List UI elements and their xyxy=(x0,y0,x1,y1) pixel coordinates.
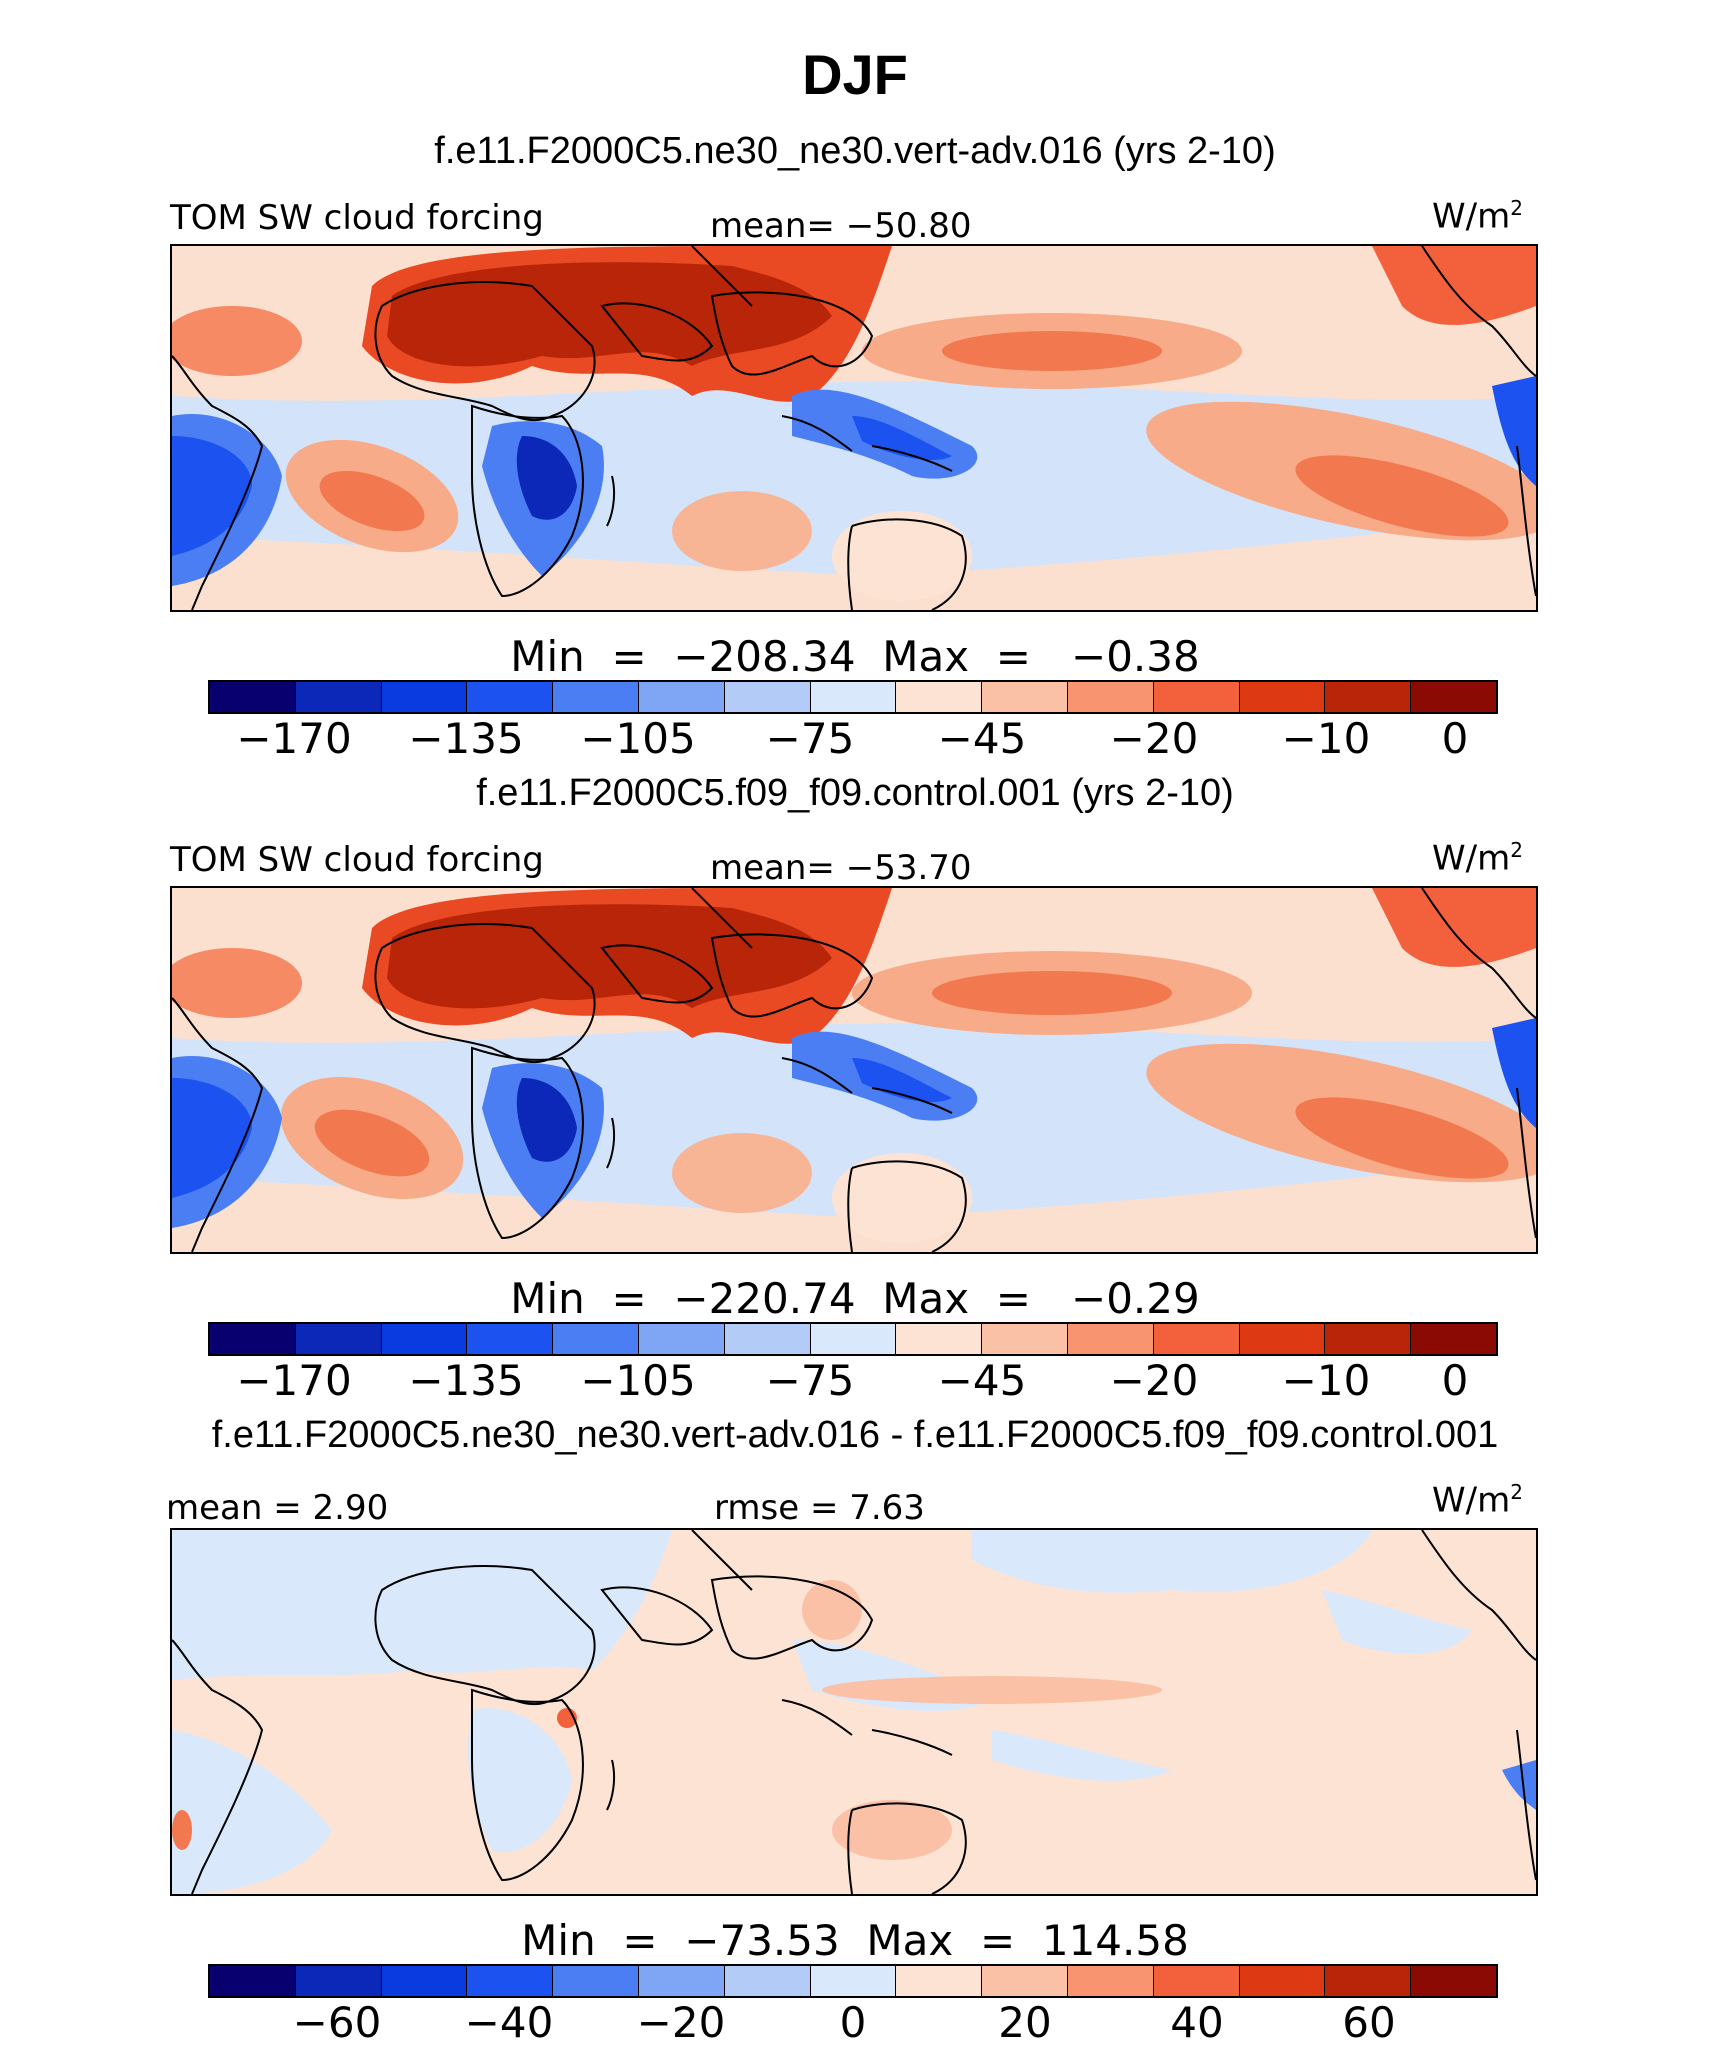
panel-2-colorbar-ticks: −170 −135 −105 −75 −45 −20 −10 0 xyxy=(0,1356,1710,1412)
colorbar-swatch xyxy=(1325,682,1412,712)
panel-1-units: W/m2 xyxy=(1432,196,1523,237)
colorbar-tick-label: −10 xyxy=(1281,1356,1371,1405)
colorbar-tick-label: −135 xyxy=(408,714,524,763)
colorbar-swatch xyxy=(1239,1324,1326,1354)
colorbar-swatch xyxy=(553,1966,639,1996)
colorbar-tick-label: 40 xyxy=(1170,1998,1224,2047)
colorbar-swatch xyxy=(553,1324,639,1354)
panel-2-minmax: Min = −220.74 Max = −0.29 xyxy=(510,1274,1200,1323)
colorbar-swatch xyxy=(1153,682,1240,712)
colorbar-swatch xyxy=(1325,1324,1412,1354)
colorbar-tick-label: −40 xyxy=(464,1998,554,2047)
colorbar-swatch xyxy=(1411,682,1496,712)
colorbar-tick-label: −20 xyxy=(1109,714,1199,763)
colorbar-swatch xyxy=(982,1966,1068,1996)
colorbar-tick-label: −170 xyxy=(236,1356,352,1405)
colorbar-swatch xyxy=(295,1966,382,1996)
panel-1-case-title: f.e11.F2000C5.ne30_ne30.vert-adv.016 (yr… xyxy=(434,130,1276,172)
colorbar-swatch xyxy=(467,682,554,712)
colorbar-swatch xyxy=(724,1324,811,1354)
colorbar-tick-label: −45 xyxy=(937,1356,1027,1405)
panel-2-units: W/m2 xyxy=(1432,838,1523,879)
colorbar-tick-label: −60 xyxy=(292,1998,382,2047)
colorbar-swatch xyxy=(810,682,897,712)
panel-2-mean-label: mean= −53.70 xyxy=(710,848,972,888)
colorbar-swatch xyxy=(295,682,382,712)
panel-3-colorbar-ticks: −60 −40 −20 0 20 40 60 xyxy=(0,1998,1710,2054)
panel-2-variable-label: TOM SW cloud forcing xyxy=(170,840,544,880)
panel-3-mean-label: mean = 2.90 xyxy=(166,1488,389,1528)
panel-3-map xyxy=(170,1528,1538,1896)
colorbar-tick-label: 20 xyxy=(998,1998,1052,2047)
colorbar-tick-label: 0 xyxy=(1441,714,1469,763)
colorbar-swatch xyxy=(210,682,296,712)
colorbar-swatch xyxy=(724,1966,811,1996)
colorbar-swatch xyxy=(381,1966,468,1996)
panel-2-case-title: f.e11.F2000C5.f09_f09.control.001 (yrs 2… xyxy=(476,772,1234,814)
colorbar-swatch xyxy=(467,1966,554,1996)
colorbar-swatch xyxy=(381,682,468,712)
colorbar-swatch xyxy=(381,1324,468,1354)
colorbar-swatch xyxy=(638,682,725,712)
panel-3-colorbar xyxy=(208,1964,1498,1998)
colorbar-swatch xyxy=(210,1966,296,1996)
panel-1-mean-label: mean= −50.80 xyxy=(710,206,972,246)
colorbar-swatch xyxy=(810,1324,897,1354)
colorbar-tick-label: −105 xyxy=(580,1356,696,1405)
panel-2-colorbar xyxy=(208,1322,1498,1356)
colorbar-swatch xyxy=(553,682,639,712)
colorbar-swatch xyxy=(210,1324,296,1354)
colorbar-tick-label: 60 xyxy=(1342,1998,1396,2047)
colorbar-swatch xyxy=(1067,682,1154,712)
colorbar-tick-label: −75 xyxy=(765,714,855,763)
colorbar-swatch xyxy=(982,1324,1068,1354)
colorbar-swatch xyxy=(1411,1966,1496,1996)
panel-3-units: W/m2 xyxy=(1432,1480,1523,1521)
colorbar-tick-label: −20 xyxy=(636,1998,726,2047)
colorbar-tick-label: −45 xyxy=(937,714,1027,763)
colorbar-swatch xyxy=(896,682,983,712)
colorbar-swatch xyxy=(1067,1966,1154,1996)
colorbar-swatch xyxy=(638,1324,725,1354)
colorbar-swatch xyxy=(1325,1966,1412,1996)
colorbar-swatch xyxy=(1153,1966,1240,1996)
colorbar-tick-label: −170 xyxy=(236,714,352,763)
panel-1-colorbar-ticks: −170 −135 −105 −75 −45 −20 −10 0 xyxy=(0,714,1710,770)
colorbar-swatch xyxy=(1239,1966,1326,1996)
colorbar-tick-label: −105 xyxy=(580,714,696,763)
colorbar-swatch xyxy=(724,682,811,712)
colorbar-swatch xyxy=(1239,682,1326,712)
colorbar-swatch xyxy=(467,1324,554,1354)
panel-3-minmax: Min = −73.53 Max = 114.58 xyxy=(521,1916,1189,1965)
colorbar-swatch xyxy=(1411,1324,1496,1354)
colorbar-swatch xyxy=(982,682,1068,712)
colorbar-tick-label: −135 xyxy=(408,1356,524,1405)
colorbar-swatch xyxy=(1153,1324,1240,1354)
figure-title: DJF xyxy=(802,43,908,106)
panel-3-case-title: f.e11.F2000C5.ne30_ne30.vert-adv.016 - f… xyxy=(211,1414,1499,1456)
colorbar-tick-label: 0 xyxy=(1441,1356,1469,1405)
panel-1-map xyxy=(170,244,1538,612)
colorbar-tick-label: −20 xyxy=(1109,1356,1199,1405)
colorbar-swatch xyxy=(1067,1324,1154,1354)
colorbar-tick-label: 0 xyxy=(839,1998,867,2047)
panel-1-variable-label: TOM SW cloud forcing xyxy=(170,198,544,238)
panel-3-rmse-label: rmse = 7.63 xyxy=(714,1488,925,1528)
colorbar-swatch xyxy=(638,1966,725,1996)
panel-1-minmax: Min = −208.34 Max = −0.38 xyxy=(510,632,1200,681)
colorbar-swatch xyxy=(295,1324,382,1354)
colorbar-swatch xyxy=(896,1966,983,1996)
panel-1-colorbar xyxy=(208,680,1498,714)
panel-2-map xyxy=(170,886,1538,1254)
colorbar-swatch xyxy=(810,1966,897,1996)
colorbar-tick-label: −75 xyxy=(765,1356,855,1405)
colorbar-tick-label: −10 xyxy=(1281,714,1371,763)
colorbar-swatch xyxy=(896,1324,983,1354)
